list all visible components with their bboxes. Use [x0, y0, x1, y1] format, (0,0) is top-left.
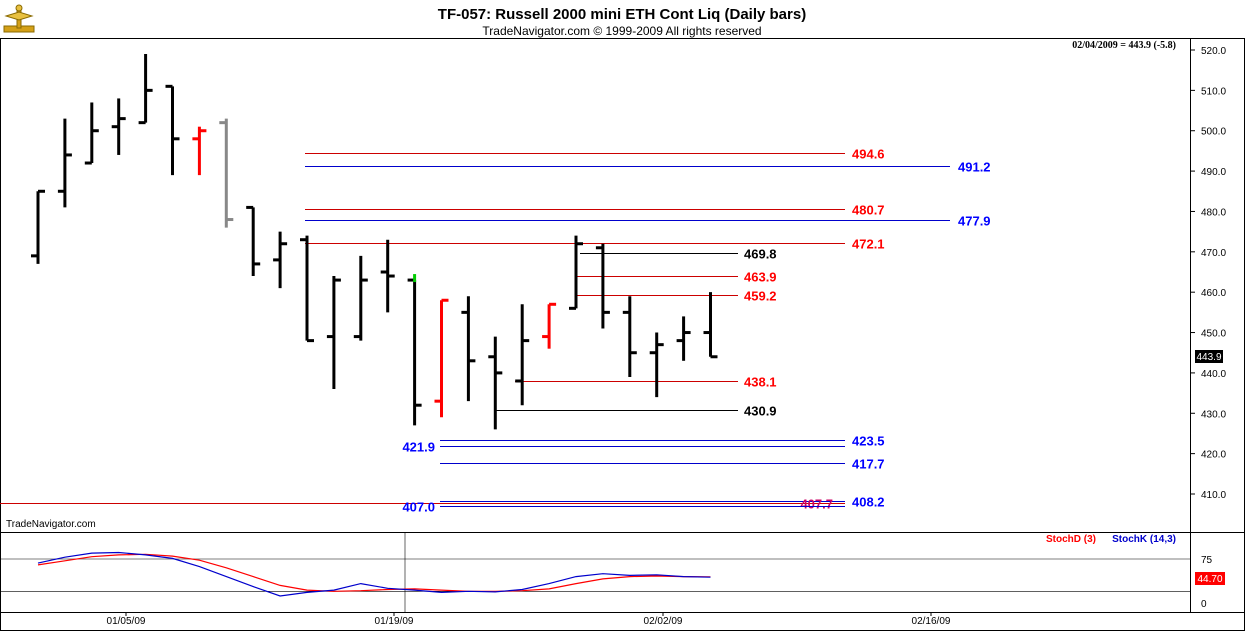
price-tick-label: 450.0 [1201, 329, 1226, 340]
price-axis: 410.0 420.0 430.0 440.0 450.0 460.0 470.0 480.0… [1190, 46, 1226, 501]
stoch-series-line [37, 553, 711, 592]
ohlc-bar [273, 231, 288, 289]
ohlc-bar [595, 243, 610, 329]
level-lines: 494.6 491.2 480.7 477.9 472.1 469.8 463.9 459.2… [0, 147, 991, 515]
quote-readout: 02/04/2009 = 443.9 (-5.8) [1072, 40, 1176, 51]
price-tick-label: 420.0 [1201, 450, 1226, 461]
stoch-value-label: 44.70 [1197, 574, 1222, 585]
watermark: TradeNavigator.com [6, 519, 96, 530]
ohlc-bar [219, 118, 234, 228]
date-tick-label: 02/16/09 [912, 616, 951, 627]
price-tick-label: 440.0 [1201, 369, 1226, 380]
ohlc-bar [515, 304, 530, 406]
ohlc-bar [542, 302, 557, 349]
ohlc-bar [676, 316, 691, 361]
ohlc-bar [57, 118, 72, 208]
price-tick-label: 430.0 [1201, 409, 1226, 420]
ohlc-bar [434, 298, 449, 418]
price-tick-label: 490.0 [1201, 167, 1226, 178]
copyright-text: TradeNavigator.com © 1999-2009 All right… [482, 24, 761, 38]
ohlc-bar [703, 292, 718, 359]
level-label: 494.6 [852, 147, 885, 162]
level-label: 472.1 [852, 237, 885, 252]
legend-stochd: StochD (3) [1046, 534, 1096, 545]
ohlc-bar [488, 336, 503, 430]
last-price-tag [1195, 350, 1223, 363]
level-label: 480.7 [852, 203, 885, 218]
ohlc-bar [407, 278, 422, 426]
date-tick-label: 01/05/09 [107, 616, 146, 627]
price-tick-label: 410.0 [1201, 490, 1226, 501]
level-label: 477.9 [958, 214, 991, 229]
price-tick-label: 500.0 [1201, 127, 1226, 138]
level-label: 491.2 [958, 160, 991, 175]
ohlc-bar [246, 205, 261, 277]
price-tick-label: 480.0 [1201, 207, 1226, 218]
level-label: 407.7 [800, 497, 833, 512]
chart-title: TF-057: Russell 2000 mini ETH Cont Liq (… [438, 6, 806, 23]
ohlc-bar [380, 239, 395, 313]
trade-navigator-logo-icon [3, 4, 35, 33]
ohlc-bar [84, 102, 99, 165]
stoch-tick-label: 0 [1201, 599, 1207, 610]
level-label: 430.9 [744, 404, 777, 419]
legend-stochk: StochK (14,3) [1112, 534, 1176, 545]
level-label: 423.5 [852, 434, 885, 449]
ohlc-bar [569, 235, 583, 310]
ohlc-bar [326, 276, 341, 390]
level-label: 407.0 [402, 500, 435, 515]
level-label: 469.8 [744, 247, 777, 262]
date-tick-label: 02/02/09 [644, 616, 683, 627]
ohlc-bar [353, 255, 368, 341]
stochastic-panel: 0 75 [0, 533, 1213, 612]
level-label: 438.1 [744, 375, 777, 390]
level-label: 421.9 [402, 440, 435, 455]
ohlc-bar [111, 98, 126, 155]
date-axis: 01/05/09 01/19/09 02/02/09 02/16/09 [107, 612, 951, 627]
stoch-value-tag [1195, 572, 1225, 585]
price-tick-label: 470.0 [1201, 248, 1226, 259]
last-price-label: 443.9 [1196, 352, 1221, 363]
level-label: 463.9 [744, 270, 777, 285]
ohlc-bar [461, 296, 476, 402]
stoch-tick-label: 75 [1201, 555, 1213, 566]
stoch-series-line [37, 551, 711, 597]
ohlc-bar [622, 296, 637, 377]
ohlc-bar [192, 126, 207, 176]
ohlc-bar [649, 332, 664, 398]
price-tick-label: 520.0 [1201, 46, 1226, 57]
ohlc-bar [300, 235, 314, 343]
ohlc-bar [165, 84, 180, 176]
level-label: 417.7 [852, 457, 885, 472]
ohlc-bar [138, 54, 153, 125]
ohlc-bar [31, 189, 45, 264]
level-label: 408.2 [852, 495, 885, 510]
level-label: 459.2 [744, 289, 777, 304]
price-tick-label: 460.0 [1201, 288, 1226, 299]
price-bars [31, 54, 718, 430]
date-tick-label: 01/19/09 [375, 616, 414, 627]
price-tick-label: 510.0 [1201, 86, 1226, 97]
